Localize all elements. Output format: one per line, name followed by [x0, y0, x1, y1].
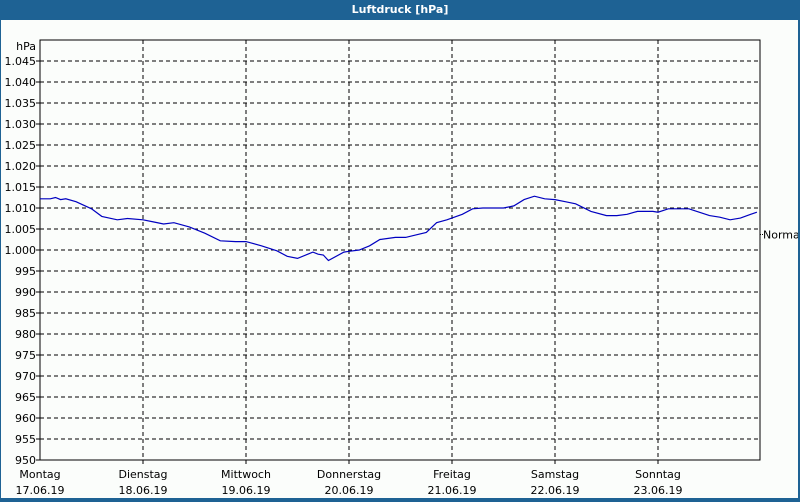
y-tick-label: 1.005 — [5, 223, 37, 236]
y-tick-label: 1.035 — [5, 97, 37, 110]
y-tick-label: 990 — [15, 286, 36, 299]
y-tick-label: 1.020 — [5, 160, 37, 173]
y-tick-label: 975 — [15, 349, 36, 362]
x-date-label: 18.06.19 — [119, 484, 168, 497]
y-tick-label: 1.010 — [5, 202, 37, 215]
x-day-label: Sonntag — [635, 468, 681, 481]
x-date-label: 23.06.19 — [634, 484, 683, 497]
y-tick-label: 1.045 — [5, 55, 37, 68]
x-day-label: Donnerstag — [317, 468, 381, 481]
y-tick-label: 995 — [15, 265, 36, 278]
x-date-label: 21.06.19 — [428, 484, 477, 497]
y-tick-label: 950 — [15, 454, 36, 467]
chart-area: 950 955 960 965 970 975 980 985 990 995 1.000 1.005… — [1, 20, 800, 498]
x-date-label: 17.06.19 — [16, 484, 65, 497]
y-tick-label: 1.015 — [5, 181, 37, 194]
y-tick-label: 980 — [15, 328, 36, 341]
x-date-label: 20.06.19 — [325, 484, 374, 497]
y-tick-label: 1.030 — [5, 118, 37, 131]
y-tick-label: 970 — [15, 370, 36, 383]
x-day-label: Dienstag — [118, 468, 167, 481]
y-tick-label: 1.025 — [5, 139, 37, 152]
y-tick-label: 960 — [15, 412, 36, 425]
x-day-label: Mittwoch — [221, 468, 271, 481]
y-tick-label: 985 — [15, 307, 36, 320]
pressure-line — [40, 195, 758, 262]
x-day-label: Montag — [19, 468, 60, 481]
normal-label: Normal — [763, 228, 798, 241]
y-tick-label: 1.040 — [5, 76, 37, 89]
window-title: Luftdruck [hPa] — [351, 3, 449, 16]
x-date-label: 22.06.19 — [531, 484, 580, 497]
y-tick-label: 965 — [15, 391, 36, 404]
plot-frame — [39, 39, 761, 461]
y-tick-label: 1.000 — [5, 244, 37, 257]
x-day-label: Freitag — [433, 468, 471, 481]
x-date-label: 19.06.19 — [222, 484, 271, 497]
pressure-chart: 950 955 960 965 970 975 980 985 990 995 1.000 1.005… — [5, 39, 800, 497]
y-axis-unit: hPa — [16, 40, 36, 53]
y-tick-label: 955 — [15, 433, 36, 446]
x-day-label: Samstag — [531, 468, 579, 481]
